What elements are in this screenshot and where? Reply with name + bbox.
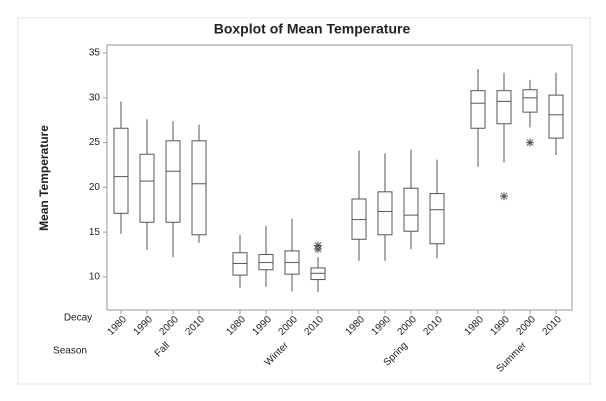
box — [548, 94, 564, 139]
chart-title: Boxplot of Mean Temperature — [214, 21, 411, 37]
row-label: Decay — [64, 313, 92, 324]
row-label: Season — [53, 346, 87, 357]
y-axis-label: Mean Temperature — [37, 125, 51, 231]
outlier — [526, 138, 534, 147]
outlier — [500, 192, 508, 201]
box — [522, 89, 538, 113]
box — [496, 90, 512, 125]
y-tick-label: 30 — [89, 92, 101, 103]
box — [139, 153, 155, 223]
outlier — [314, 241, 322, 250]
y-tick-label: 25 — [89, 137, 101, 148]
y-tick-label: 35 — [89, 48, 101, 59]
y-tick-label: 20 — [89, 182, 101, 193]
box — [191, 140, 207, 236]
y-tick-label: 10 — [89, 272, 101, 283]
plot-frame — [106, 44, 573, 311]
box — [113, 127, 129, 214]
box — [403, 187, 419, 232]
box — [377, 191, 393, 236]
y-tick-label: 15 — [89, 227, 101, 238]
box — [165, 140, 181, 223]
box — [429, 193, 445, 245]
box — [470, 90, 486, 129]
